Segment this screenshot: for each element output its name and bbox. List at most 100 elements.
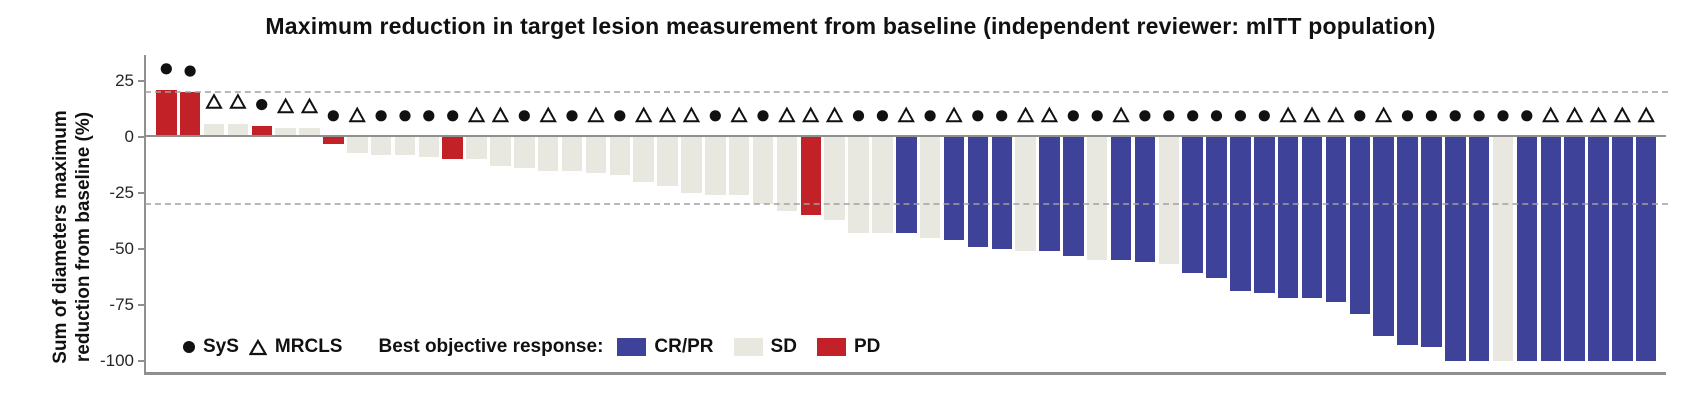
mrcls-triangle-marker: [658, 106, 677, 123]
patient-bar: [1134, 137, 1156, 263]
patient-bar: [1230, 137, 1251, 292]
sys-circle-marker: [1473, 110, 1485, 122]
sys-circle-marker: [1354, 110, 1366, 122]
y-tick-mark: [138, 80, 145, 83]
patient-bar: [609, 137, 630, 175]
mrcls-triangle-marker: [539, 106, 557, 123]
patient-bar: [872, 137, 893, 234]
patient-bar: [203, 123, 225, 137]
mrcls-triangle-marker: [348, 106, 366, 123]
mrcls-triangle-marker: [730, 106, 748, 123]
mrcls-triangle-marker: [825, 106, 844, 123]
patient-bar: [514, 137, 535, 169]
sys-circle-marker: [1258, 110, 1270, 122]
sys-circle-icon: [183, 341, 195, 353]
patient-bar: [1039, 137, 1060, 251]
mrcls-triangle-marker: [1613, 106, 1631, 123]
patient-bar: [227, 123, 249, 137]
sys-circle-marker: [447, 110, 459, 122]
patient-bar: [323, 137, 344, 144]
patient-bar: [1063, 137, 1084, 256]
mrcls-triangle-marker: [1327, 106, 1345, 123]
sys-circle-marker: [1449, 110, 1461, 122]
patient-bar: [1468, 137, 1490, 361]
y-axis-line: [144, 55, 146, 374]
legend-response-title: Best objective response:: [378, 336, 604, 357]
sys-circle-marker: [996, 110, 1008, 122]
patient-bar: [728, 137, 750, 196]
mrcls-triangle-marker: [1374, 106, 1393, 123]
mrcls-triangle-marker: [300, 97, 319, 114]
patient-bar: [919, 137, 941, 238]
mrcls-triangle-marker: [1040, 106, 1059, 123]
patient-bar: [1206, 137, 1227, 278]
patient-bar: [347, 137, 368, 153]
patient-bar: [537, 137, 559, 171]
legend-sd-label: SD: [770, 336, 797, 357]
patient-bar: [1492, 137, 1514, 361]
patient-bar: [1421, 137, 1442, 348]
legend: SyS MRCLS Best objective response: CR/PR…: [183, 335, 890, 359]
y-tick-label: 0: [124, 127, 134, 146]
patient-bar: [1540, 137, 1561, 361]
patient-bar: [1110, 137, 1132, 260]
y-tick-mark: [138, 191, 145, 194]
patient-bar: [896, 137, 917, 234]
patient-bar: [1373, 137, 1394, 336]
mrcls-triangle-marker: [205, 93, 223, 109]
patient-bar: [1158, 137, 1179, 265]
sys-circle-marker: [709, 110, 721, 122]
patient-bar: [848, 137, 869, 234]
patient-bar: [466, 137, 487, 160]
patient-bar: [1612, 137, 1633, 361]
sys-circle-marker: [1139, 110, 1151, 122]
patient-bar: [991, 137, 1012, 249]
sd-swatch: [733, 338, 763, 356]
patient-bar: [1564, 137, 1585, 361]
patient-bar: [1516, 137, 1538, 361]
y-tick-label: -75: [109, 294, 134, 314]
sys-circle-marker: [1401, 110, 1414, 122]
mrcls-triangle-marker: [467, 106, 486, 123]
patient-bar: [370, 137, 392, 155]
patient-bar: [681, 137, 702, 193]
y-tick-mark: [138, 136, 145, 138]
y-tick-mark: [138, 247, 145, 250]
legend-pd-label: PD: [853, 336, 881, 357]
x-axis-line: [144, 372, 1666, 375]
mrcls-triangle-marker: [276, 97, 295, 114]
sys-circle-marker: [1187, 110, 1199, 122]
mrcls-triangle-marker: [635, 106, 653, 123]
patient-bar: [1182, 137, 1203, 274]
mrcls-triangle-marker: [1279, 106, 1297, 123]
patient-bar: [394, 137, 416, 155]
patient-bar: [943, 137, 965, 240]
patient-bar: [1254, 137, 1275, 294]
patient-bar: [442, 137, 463, 160]
sys-circle-marker: [757, 110, 769, 122]
sys-circle-marker: [876, 110, 889, 122]
mrcls-triangle-marker: [1637, 106, 1655, 123]
mrcls-triangle-marker: [1542, 106, 1560, 123]
patient-bar: [1635, 137, 1657, 361]
sys-circle-marker: [972, 110, 984, 122]
sys-circle-marker: [399, 110, 411, 122]
mrcls-triangle-marker: [587, 106, 605, 123]
patient-bar: [1397, 137, 1418, 345]
sys-circle-marker: [1091, 110, 1103, 122]
mrcls-triangle-marker: [945, 106, 963, 123]
mrcls-triangle-icon: [248, 338, 267, 355]
sys-circle-marker: [184, 65, 196, 77]
patient-bar: [705, 137, 726, 196]
patient-bar: [561, 137, 583, 171]
sys-circle-marker: [614, 110, 626, 122]
patient-bar: [967, 137, 989, 247]
mrcls-triangle-marker: [778, 106, 796, 123]
sys-circle-marker: [375, 110, 387, 122]
chart-title: Maximum reduction in target lesion measu…: [265, 13, 1436, 39]
dashed-reference-line--30: [145, 203, 1668, 206]
sys-circle-marker: [1497, 110, 1509, 122]
sys-circle-marker: [1234, 110, 1246, 122]
